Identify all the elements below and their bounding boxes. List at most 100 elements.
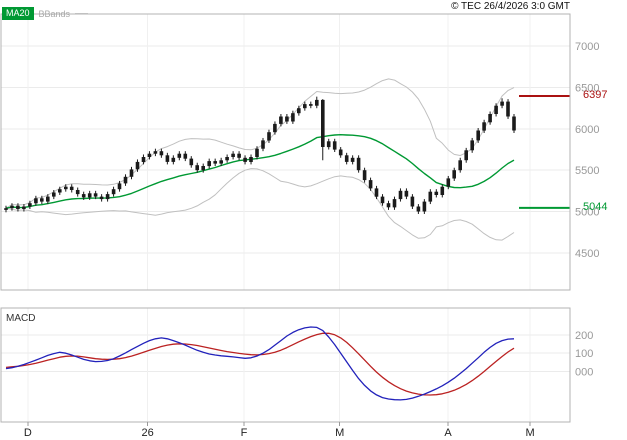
bollinger-bands bbox=[5, 78, 515, 241]
y-axis-tick-label: 6500 bbox=[575, 83, 599, 95]
candle-body bbox=[213, 161, 217, 164]
candle-body bbox=[123, 176, 128, 184]
bollinger-upper-band bbox=[5, 78, 515, 209]
candle-body bbox=[177, 153, 182, 158]
candle-body bbox=[81, 194, 86, 198]
candle-body bbox=[261, 140, 265, 149]
price-levels bbox=[519, 95, 570, 209]
candle-body bbox=[470, 140, 474, 151]
candle-body bbox=[40, 198, 44, 202]
candle-body bbox=[231, 153, 235, 157]
candlesticks bbox=[4, 96, 516, 214]
candle-body bbox=[291, 113, 295, 122]
candle-body bbox=[482, 122, 486, 131]
y-axis-tick-label: 5500 bbox=[575, 165, 599, 177]
candle-body bbox=[303, 104, 307, 109]
macd-panel-label: MACD bbox=[6, 313, 36, 324]
macd-panel-border bbox=[0, 307, 571, 423]
candle-body bbox=[297, 108, 301, 114]
x-axis-tick-label: D bbox=[24, 427, 32, 439]
candle-body bbox=[326, 141, 331, 148]
candle-body bbox=[129, 169, 134, 177]
candle-body bbox=[117, 183, 122, 190]
candle-body bbox=[58, 189, 62, 193]
candle-body bbox=[87, 193, 92, 198]
macd-signal-line bbox=[5, 332, 515, 396]
copyright-text: © TEC 26/4/2026 3:0 GMT bbox=[451, 1, 570, 12]
candle-body bbox=[34, 198, 38, 204]
candle-body bbox=[386, 203, 391, 208]
candle-body bbox=[392, 199, 397, 208]
candle-body bbox=[249, 157, 253, 162]
candle-body bbox=[350, 157, 355, 162]
candle-body bbox=[28, 203, 32, 207]
candle-body bbox=[201, 166, 205, 171]
bbands-legend-label: BBands bbox=[38, 8, 71, 19]
candle-body bbox=[285, 116, 289, 122]
candle-body bbox=[398, 190, 403, 200]
candle-body bbox=[464, 150, 468, 161]
candle-body bbox=[183, 153, 188, 159]
x-axis-tick-label: M bbox=[526, 427, 535, 439]
y-axis-tick-label: 7000 bbox=[575, 41, 599, 53]
candle-body bbox=[512, 116, 516, 131]
ma20-line bbox=[5, 133, 515, 209]
candle-body bbox=[374, 188, 379, 197]
candle-body bbox=[243, 157, 247, 162]
candle-body bbox=[69, 186, 74, 190]
bollinger-lower-band bbox=[5, 168, 515, 241]
candle-body bbox=[273, 123, 277, 133]
candle-body bbox=[452, 170, 456, 179]
candle-body bbox=[147, 153, 152, 157]
candle-body bbox=[362, 170, 367, 181]
y-axis-tick-label: 5000 bbox=[575, 207, 599, 219]
candle-body bbox=[279, 116, 283, 124]
candle-body bbox=[22, 206, 26, 209]
macd-tick-label: 200 bbox=[575, 330, 593, 342]
legend: MA20 BBands bbox=[2, 7, 89, 20]
candle-body bbox=[64, 186, 68, 190]
x-axis-tick-label: M bbox=[335, 427, 344, 439]
candle-body bbox=[159, 151, 164, 156]
candle-body bbox=[344, 155, 349, 162]
candle-body bbox=[494, 105, 498, 114]
candle-body bbox=[506, 101, 510, 117]
candle-body bbox=[380, 196, 385, 204]
candle-body bbox=[267, 132, 271, 141]
macd-line bbox=[5, 326, 515, 401]
candle-body bbox=[165, 155, 170, 162]
panel-borders bbox=[0, 13, 571, 423]
candle-body bbox=[255, 148, 259, 157]
candle-body bbox=[446, 178, 451, 187]
candle-body bbox=[99, 196, 104, 200]
candle-body bbox=[52, 192, 56, 197]
x-axis-tick-label: F bbox=[241, 427, 248, 439]
candle-body bbox=[428, 191, 433, 202]
price-panel-border bbox=[0, 13, 571, 291]
candle-body bbox=[410, 196, 415, 207]
candle-body bbox=[75, 190, 80, 195]
bbands-line-sample-icon bbox=[75, 13, 89, 14]
candle-body bbox=[135, 161, 140, 170]
candle-body bbox=[219, 160, 223, 164]
candle-body bbox=[458, 160, 462, 171]
macd-tick-label: 100 bbox=[575, 348, 593, 360]
y-axis-tick-label: 4500 bbox=[575, 248, 599, 260]
macd-tick-label: 000 bbox=[575, 366, 593, 378]
candle-body bbox=[368, 180, 373, 189]
candle-body bbox=[46, 196, 50, 202]
candle-body bbox=[416, 206, 421, 212]
candle-body bbox=[309, 104, 313, 106]
candle-body bbox=[315, 99, 319, 106]
candle-body bbox=[356, 157, 361, 171]
candle-body bbox=[338, 149, 343, 156]
candle-body bbox=[237, 153, 241, 158]
candle-body bbox=[16, 205, 20, 209]
support-price-label: 5044 bbox=[583, 200, 608, 213]
candle-body bbox=[105, 194, 110, 200]
candle-body bbox=[225, 157, 229, 161]
candle-body bbox=[153, 151, 158, 154]
candle-body bbox=[434, 191, 439, 195]
candle-body bbox=[171, 157, 176, 162]
candle-body bbox=[332, 141, 337, 150]
